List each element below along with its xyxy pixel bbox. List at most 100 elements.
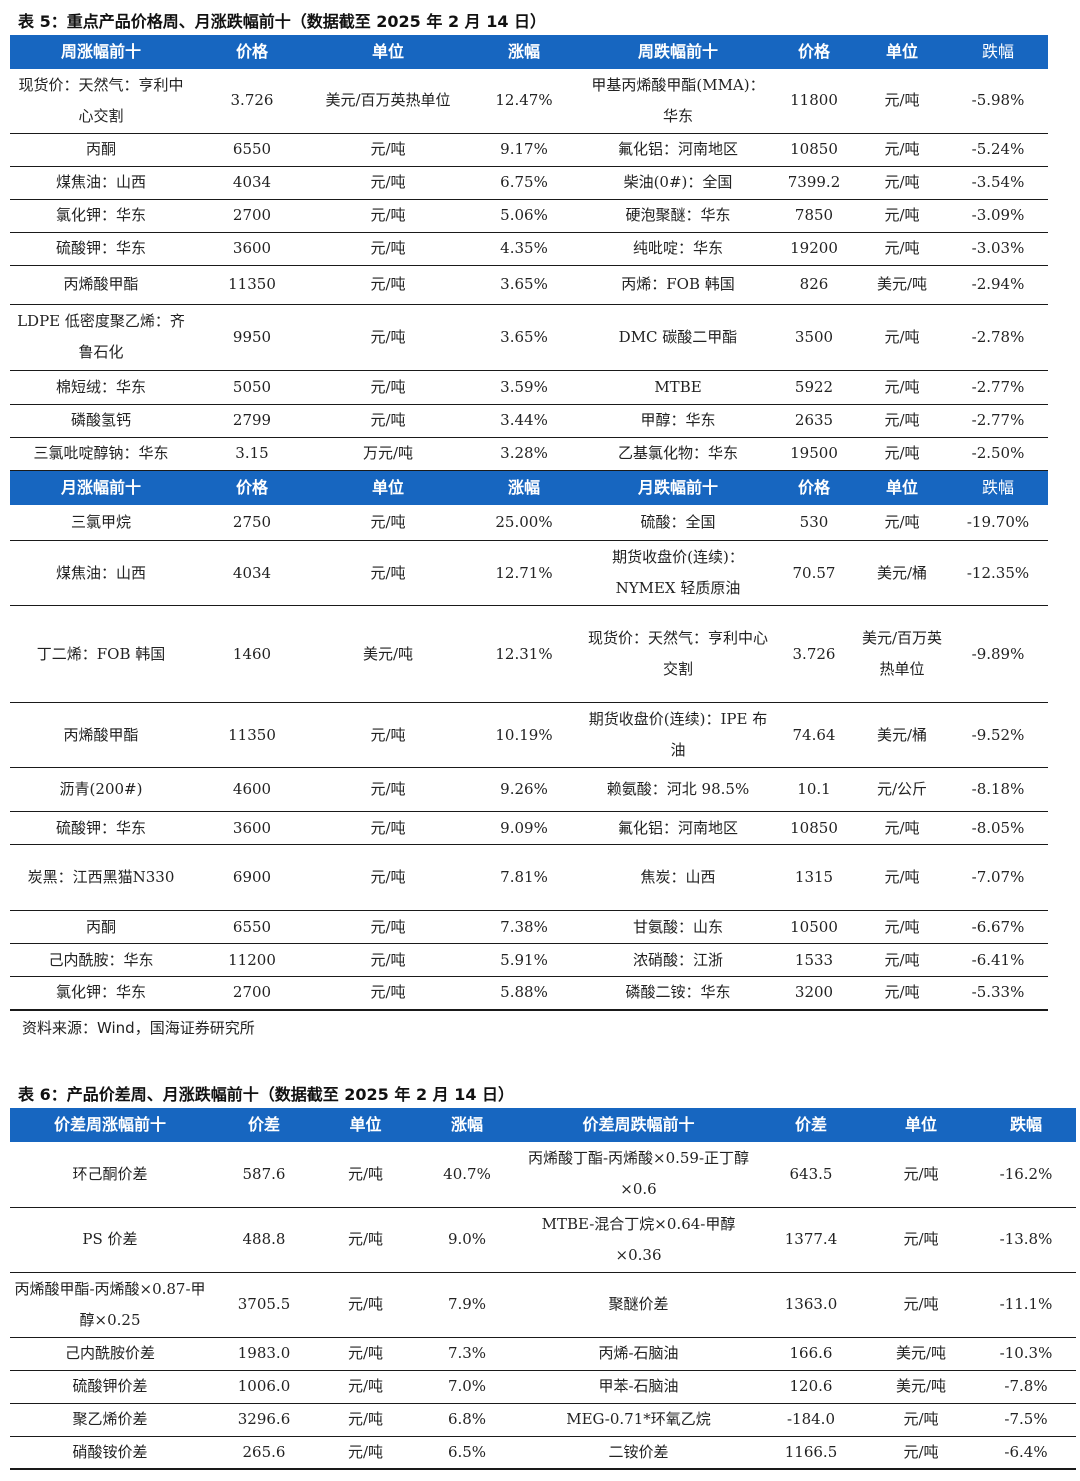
table-cell: 6550 [192, 133, 312, 167]
table-cell: 10.19% [464, 702, 584, 768]
table-cell: 氯化钾：华东 [10, 976, 192, 1011]
table-cell: 丙烯酸甲酯 [10, 702, 192, 768]
table-cell: 纯吡啶：华东 [584, 232, 772, 266]
table6: 价差周涨幅前十 价差 单位 涨幅 价差周跌幅前十 价差 单位 跌幅 环己酮价差 587.6 元/吨 4… [10, 1108, 1076, 1470]
table-cell: 元/吨 [856, 304, 948, 371]
table-cell: 丙酮 [10, 133, 192, 167]
table-cell: 4034 [192, 540, 312, 606]
table-cell: -5.98% [948, 69, 1048, 134]
header-cell: 涨幅 [413, 1108, 521, 1142]
table-cell: -5.33% [948, 976, 1048, 1011]
table-cell: 元/公斤 [856, 767, 948, 812]
table-row: 丙烯酸甲酯-丙烯酸×0.87-甲醇×0.25 3705.5 元/吨 7.9% 聚醚价差 1… [10, 1272, 1076, 1338]
table-cell: 3.15 [192, 437, 312, 471]
header-cell: 价格 [192, 35, 312, 69]
table-cell: 587.6 [210, 1142, 318, 1208]
table-cell: 1460 [192, 605, 312, 703]
table-cell: -6.41% [948, 943, 1048, 977]
table-cell: 1315 [772, 844, 856, 911]
table-cell: -2.77% [948, 404, 1048, 438]
table-cell: 643.5 [756, 1142, 866, 1208]
table-cell: 4600 [192, 767, 312, 812]
table-cell: 3200 [772, 976, 856, 1011]
table-cell: 硬泡聚醚：华东 [584, 199, 772, 233]
table-cell: 12.47% [464, 69, 584, 134]
table-cell: 元/吨 [318, 1370, 413, 1404]
header-cell: 跌幅 [976, 1108, 1076, 1142]
table-row: 硝酸铵价差 265.6 元/吨 6.5% 二铵价差 1166.5 元/吨 -6.4% [10, 1436, 1076, 1470]
table-cell: 美元/百万英热单位 [312, 69, 464, 134]
table-cell: 煤焦油：山西 [10, 166, 192, 200]
table-cell: 7399.2 [772, 166, 856, 200]
table-cell: 元/吨 [856, 404, 948, 438]
table-cell: 2700 [192, 199, 312, 233]
table-cell: 元/吨 [856, 504, 948, 541]
table-cell: 元/吨 [856, 943, 948, 977]
table-cell: -8.18% [948, 767, 1048, 812]
table-cell: 11350 [192, 702, 312, 768]
table-cell: 美元/桶 [856, 540, 948, 606]
table-row: 丙烯酸甲酯 11350 元/吨 3.65% 丙烯：FOB 韩国 826 美元/吨 -2.94% [10, 265, 1048, 305]
table-cell: 甲基丙烯酸甲酯(MMA)：华东 [584, 69, 772, 134]
table-cell: 元/吨 [318, 1142, 413, 1208]
header-cell: 价差 [756, 1108, 866, 1142]
table-cell: 现货价：天然气：亨利中心交割 [584, 605, 772, 703]
table-cell: -13.8% [976, 1207, 1076, 1273]
table-cell: 9.17% [464, 133, 584, 167]
table-cell: 元/吨 [318, 1272, 413, 1338]
table-cell: 元/吨 [312, 844, 464, 911]
table-cell: 元/吨 [312, 767, 464, 812]
header-cell: 价差周涨幅前十 [10, 1108, 210, 1142]
table-cell: -184.0 [756, 1403, 866, 1437]
table-cell: -2.94% [948, 265, 1048, 305]
table-cell: -8.05% [948, 811, 1048, 845]
table-header-row: 月涨幅前十 价格 单位 涨幅 月跌幅前十 价格 单位 跌幅 [10, 470, 1048, 505]
table-cell: 元/吨 [856, 133, 948, 167]
table-cell: -3.54% [948, 166, 1048, 200]
table-cell: 美元/吨 [312, 605, 464, 703]
table-cell: 3.28% [464, 437, 584, 471]
header-cell: 涨幅 [464, 35, 584, 69]
table-cell: 70.57 [772, 540, 856, 606]
table-cell: -7.07% [948, 844, 1048, 911]
table-cell: -9.89% [948, 605, 1048, 703]
table-cell: 硫酸钾价差 [10, 1370, 210, 1404]
table-cell: 120.6 [756, 1370, 866, 1404]
table-cell: 7.0% [413, 1370, 521, 1404]
table-cell: 1377.4 [756, 1207, 866, 1273]
table-cell: 元/吨 [856, 370, 948, 405]
table-cell: 1166.5 [756, 1436, 866, 1470]
table-cell: DMC 碳酸二甲酯 [584, 304, 772, 371]
table-cell: 530 [772, 504, 856, 541]
table-cell: 元/吨 [866, 1436, 976, 1470]
table-cell: 丙烯酸甲酯 [10, 265, 192, 305]
table-cell: 12.71% [464, 540, 584, 606]
table-cell: 3600 [192, 811, 312, 845]
table-cell: 硫酸钾：华东 [10, 232, 192, 266]
table-cell: 元/吨 [856, 69, 948, 134]
table-cell: 元/吨 [312, 265, 464, 305]
table-cell: 煤焦油：山西 [10, 540, 192, 606]
table-cell: 9.09% [464, 811, 584, 845]
header-cell: 跌幅 [948, 470, 1048, 505]
table-row: 磷酸氢钙 2799 元/吨 3.44% 甲醇：华东 2635 元/吨 -2.77% [10, 404, 1048, 438]
table-cell: -9.52% [948, 702, 1048, 768]
table-cell: MTBE-混合丁烷×0.64-甲醇×0.36 [521, 1207, 756, 1273]
table-cell: 25.00% [464, 504, 584, 541]
header-cell: 单位 [312, 470, 464, 505]
header-cell: 单位 [856, 470, 948, 505]
table-row: 丙烯酸甲酯 11350 元/吨 10.19% 期货收盘价(连续)：IPE 布油 74.64… [10, 702, 1048, 768]
table-cell: 氟化铝：河南地区 [584, 811, 772, 845]
table-cell: 7.9% [413, 1272, 521, 1338]
table-cell: 期货收盘价(连续)：NYMEX 轻质原油 [584, 540, 772, 606]
table-cell: 棉短绒：华东 [10, 370, 192, 405]
header-cell: 单位 [856, 35, 948, 69]
table-cell: 10850 [772, 133, 856, 167]
table-cell: 磷酸二铵：华东 [584, 976, 772, 1011]
table-row: PS 价差 488.8 元/吨 9.0% MTBE-混合丁烷×0.64-甲醇×0.36 1… [10, 1207, 1076, 1273]
table-cell: 19200 [772, 232, 856, 266]
table-cell: 元/吨 [856, 910, 948, 944]
table-cell: 环己酮价差 [10, 1142, 210, 1208]
table-cell: 3.59% [464, 370, 584, 405]
table-cell: 丁二烯：FOB 韩国 [10, 605, 192, 703]
